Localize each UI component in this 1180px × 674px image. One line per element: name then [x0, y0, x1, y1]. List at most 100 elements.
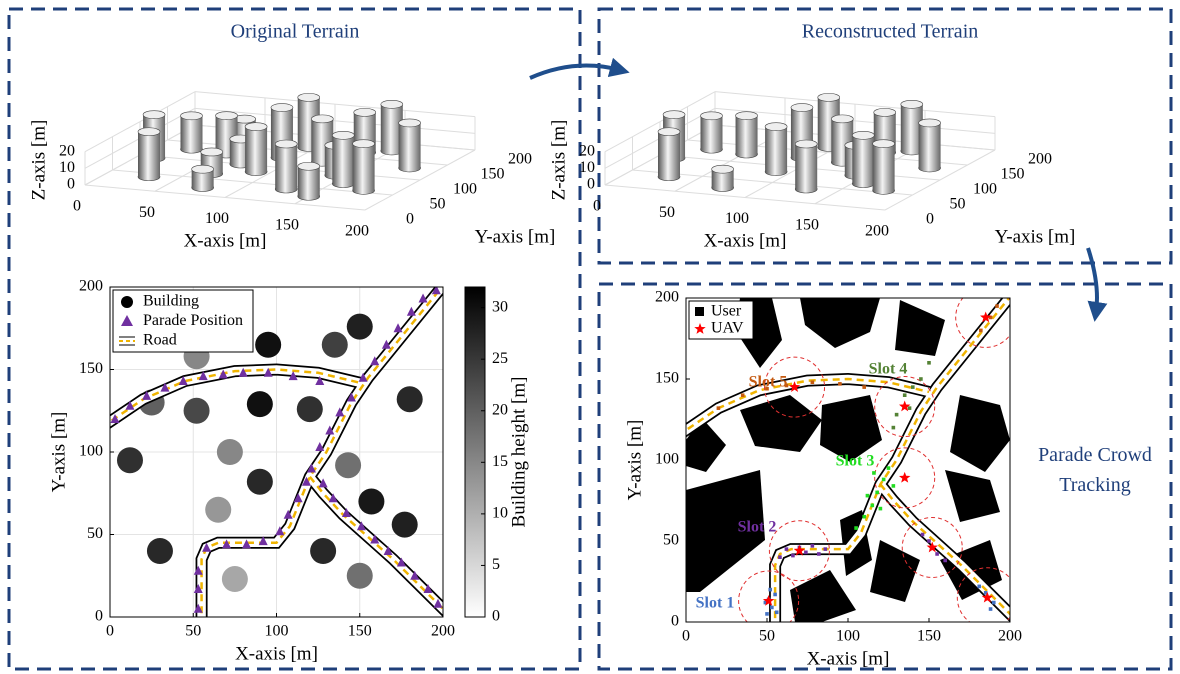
z-tick-label: 10: [579, 159, 595, 176]
y-tick-label: 200: [655, 289, 679, 306]
y-tick-label: 0: [95, 608, 103, 625]
user: [875, 491, 879, 495]
obstacle: [800, 298, 880, 348]
user: [935, 552, 939, 556]
user: [773, 593, 777, 597]
cylinder-top: [192, 165, 214, 173]
building: [322, 332, 348, 358]
building: [397, 386, 423, 412]
cylinder-top: [381, 100, 403, 108]
building-cylinder: [873, 140, 895, 195]
obstacle: [740, 395, 822, 452]
x-tick-label: 100: [205, 210, 229, 227]
cylinder-top: [831, 115, 853, 123]
user: [892, 426, 896, 430]
uav: [899, 472, 910, 483]
user: [866, 494, 870, 498]
user: [854, 526, 858, 530]
figure-canvas: Original Terrain Reconstructed Terrain 0…: [0, 0, 1180, 674]
user: [778, 555, 782, 559]
building: [247, 391, 273, 417]
user: [824, 547, 828, 551]
panel-title: Reconstructed Terrain: [802, 21, 979, 43]
cylinder-side: [275, 144, 297, 189]
y-tick-label: 50: [430, 196, 446, 213]
colorbar-label: Building height [m]: [508, 377, 529, 528]
building-cylinder: [765, 123, 787, 176]
user: [887, 466, 891, 470]
cylinder-top: [298, 93, 320, 101]
building-cylinder: [701, 112, 723, 153]
x-axis-label: X-axis [m]: [704, 230, 787, 251]
colorbar-tick-label: 25: [492, 350, 508, 367]
user: [811, 380, 815, 384]
user: [989, 607, 993, 611]
building: [247, 469, 273, 495]
arrow: [530, 66, 620, 79]
cylinder-top: [399, 119, 421, 127]
cylinder-top: [275, 140, 297, 148]
x-tick-label: 100: [265, 623, 289, 640]
y-axis-label: Y-axis [m]: [995, 226, 1076, 247]
colorbar-tick-label: 30: [492, 298, 508, 315]
y-axis-label: Y-axis [m]: [475, 226, 556, 247]
obstacle: [950, 395, 1010, 472]
cylinder-side: [795, 144, 817, 189]
z-tick-label: 0: [587, 176, 595, 193]
y-axis-label: Y-axis [m]: [48, 412, 69, 493]
obstacle: [945, 470, 1000, 522]
cylinder-top: [874, 108, 896, 116]
cylinder-side: [852, 135, 874, 183]
colorbar-tick-label: 5: [492, 556, 500, 573]
cylinder-top: [736, 112, 758, 120]
x-tick-label: 0: [593, 198, 601, 215]
y-tick-label: 150: [79, 360, 103, 377]
slot-label: Slot 1: [696, 595, 735, 612]
legend-label: UAV: [711, 320, 744, 337]
x-tick-label: 150: [348, 623, 372, 640]
z-tick-label: 20: [579, 142, 595, 159]
user: [995, 304, 999, 308]
building-cylinder: [919, 119, 941, 172]
building: [217, 439, 243, 465]
legend-symbol: [121, 296, 133, 308]
building: [392, 512, 418, 538]
user: [768, 588, 772, 592]
cylinder-side: [181, 116, 203, 149]
obstacle: [870, 540, 920, 602]
building: [255, 332, 281, 358]
cylinder-top: [852, 131, 874, 139]
user: [979, 329, 983, 333]
building-cylinder: [192, 165, 214, 191]
cylinder-side: [919, 123, 941, 168]
arrow: [1088, 248, 1097, 312]
z-tick-label: 10: [59, 159, 75, 176]
building-cylinder: [795, 140, 817, 193]
cylinder-side: [298, 166, 320, 196]
cylinder-top: [143, 111, 165, 119]
legend-label: Parade Position: [143, 312, 243, 329]
x-tick-label: 150: [917, 628, 941, 645]
slot-label: Slot 4: [869, 361, 908, 378]
x-tick-label: 50: [139, 204, 155, 221]
cylinder-top: [181, 112, 203, 120]
x-tick-label: 200: [431, 623, 455, 640]
user: [817, 552, 821, 556]
cylinder-top: [138, 128, 160, 136]
cylinder-side: [245, 127, 267, 172]
y-tick-label: 100: [453, 181, 477, 198]
user: [871, 504, 875, 508]
building-cylinder: [852, 131, 874, 187]
cylinder-side: [353, 144, 375, 191]
figure: Original Terrain Reconstructed Terrain 0…: [0, 0, 1180, 674]
cylinder-top: [712, 165, 734, 173]
colorbar-tick-label: 15: [492, 453, 508, 470]
building-cylinder: [332, 131, 354, 187]
building-cylinder: [712, 165, 734, 191]
z-tick-label: 20: [59, 142, 75, 159]
building-cylinder: [658, 128, 680, 181]
legend-label: Road: [143, 332, 177, 349]
y-tick-label: 100: [655, 451, 679, 468]
user: [919, 377, 923, 381]
cylinder-top: [919, 119, 941, 127]
